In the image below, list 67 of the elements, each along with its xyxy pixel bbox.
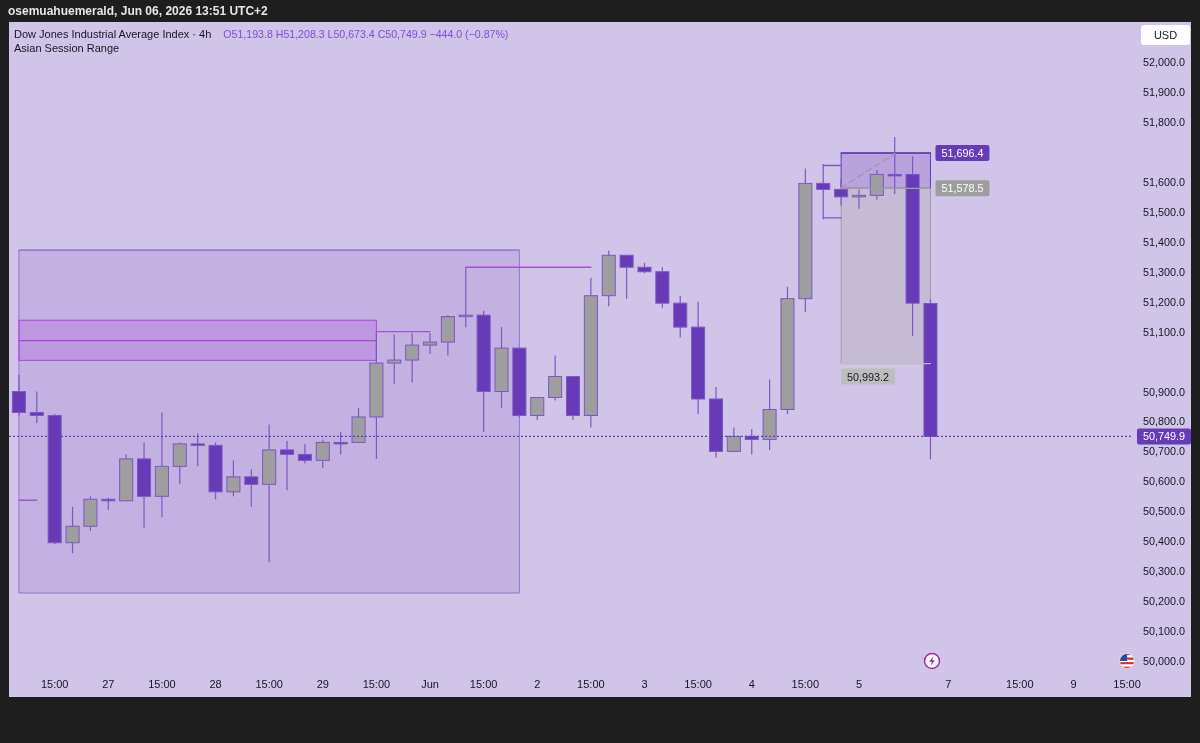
y-tick-label: 51,400.0 — [1142, 235, 1185, 248]
x-tick-label: 3 — [641, 678, 648, 690]
candlestick — [315, 438, 330, 469]
y-tick-label: 51,900.0 — [1142, 86, 1185, 99]
candlestick — [405, 332, 420, 384]
x-tick-label: 15:00 — [40, 678, 69, 690]
x-tick-label: 15:00 — [577, 678, 605, 690]
y-tick-label: 50,900.0 — [1142, 385, 1185, 398]
x-tick-label: 9 — [1070, 678, 1077, 690]
candlestick — [226, 459, 241, 497]
y-tick-label: 50,700.0 — [1142, 445, 1185, 458]
y-tick-label: 51,800.0 — [1142, 116, 1185, 129]
data-label: 50,993.2 — [847, 370, 890, 383]
x-tick-label: 28 — [209, 678, 222, 690]
candlestick — [458, 266, 473, 328]
y-tick-label: 50,300.0 — [1142, 565, 1185, 578]
x-tick-label: 15:00 — [255, 678, 283, 690]
y-tick-label: 50,100.0 — [1142, 625, 1185, 638]
y-tick-label: 51,600.0 — [1142, 175, 1185, 188]
x-tick-label: 15:00 — [684, 678, 712, 690]
candlestick — [530, 396, 545, 421]
candlestick — [11, 374, 26, 417]
data-label: 51,578.5 — [941, 182, 984, 195]
x-tick-label: 27 — [102, 678, 115, 690]
y-tick-label: 52,000.0 — [1142, 56, 1185, 69]
candlestick — [297, 443, 312, 464]
text: Dow Jones Industrial Average Index · 4h — [14, 28, 212, 40]
candlestick — [619, 254, 634, 300]
y-axis-title: USD — [1153, 29, 1178, 41]
x-tick-label: 15:00 — [791, 678, 820, 690]
y-tick-label: 50,400.0 — [1142, 535, 1185, 548]
x-tick-label: 7 — [945, 678, 952, 690]
y-tick-label: 51,300.0 — [1142, 265, 1185, 278]
candlestick — [65, 506, 80, 554]
x-tick-label: 5 — [855, 678, 863, 690]
candlestick — [673, 295, 688, 339]
candlestick — [726, 426, 741, 452]
data-label: 51,696.4 — [941, 147, 984, 160]
text: O51,193.8 H51,208.3 L50,673.4 C50,749.9 −444.0 (−0.87%) — [223, 28, 509, 40]
x-tick-label: 29 — [316, 678, 329, 690]
candlestick — [172, 441, 187, 485]
candlestick — [422, 332, 438, 355]
x-tick-label: Jun — [421, 678, 439, 690]
y-tick-label: 51,100.0 — [1142, 325, 1185, 338]
candlestick — [244, 468, 259, 508]
candlestick — [834, 178, 849, 207]
x-tick-label: 15:00 — [469, 678, 498, 690]
y-tick-label: 50,800.0 — [1142, 415, 1185, 428]
x-tick-label: 15:00 — [148, 678, 176, 690]
candlestick — [29, 390, 44, 424]
candlestick — [548, 354, 563, 402]
candlestick — [280, 440, 295, 491]
x-tick-label: 2 — [534, 678, 541, 690]
y-tick-label: 50,000.0 — [1142, 655, 1185, 667]
y-tick-label: 51,500.0 — [1142, 205, 1185, 218]
ref-line-label: 50,749.9 — [1142, 430, 1186, 443]
x-tick-label: 15:00 — [1006, 678, 1034, 690]
y-tick-label: 50,600.0 — [1142, 475, 1185, 488]
x-tick-label: 4 — [748, 678, 755, 690]
y-tick-label: 51,200.0 — [1142, 295, 1185, 308]
y-tick-label: 50,200.0 — [1142, 595, 1185, 608]
text: osemuahuemerald, Jun 06, 2026 13:51 UTC+2 — [8, 4, 269, 18]
x-tick-label: 15:00 — [362, 678, 391, 690]
y-tick-label: 50,500.0 — [1142, 505, 1185, 518]
candlestick — [387, 334, 402, 385]
x-tick-label: 15:00 — [1113, 678, 1141, 690]
annotation: Asian Session Range — [14, 42, 120, 54]
